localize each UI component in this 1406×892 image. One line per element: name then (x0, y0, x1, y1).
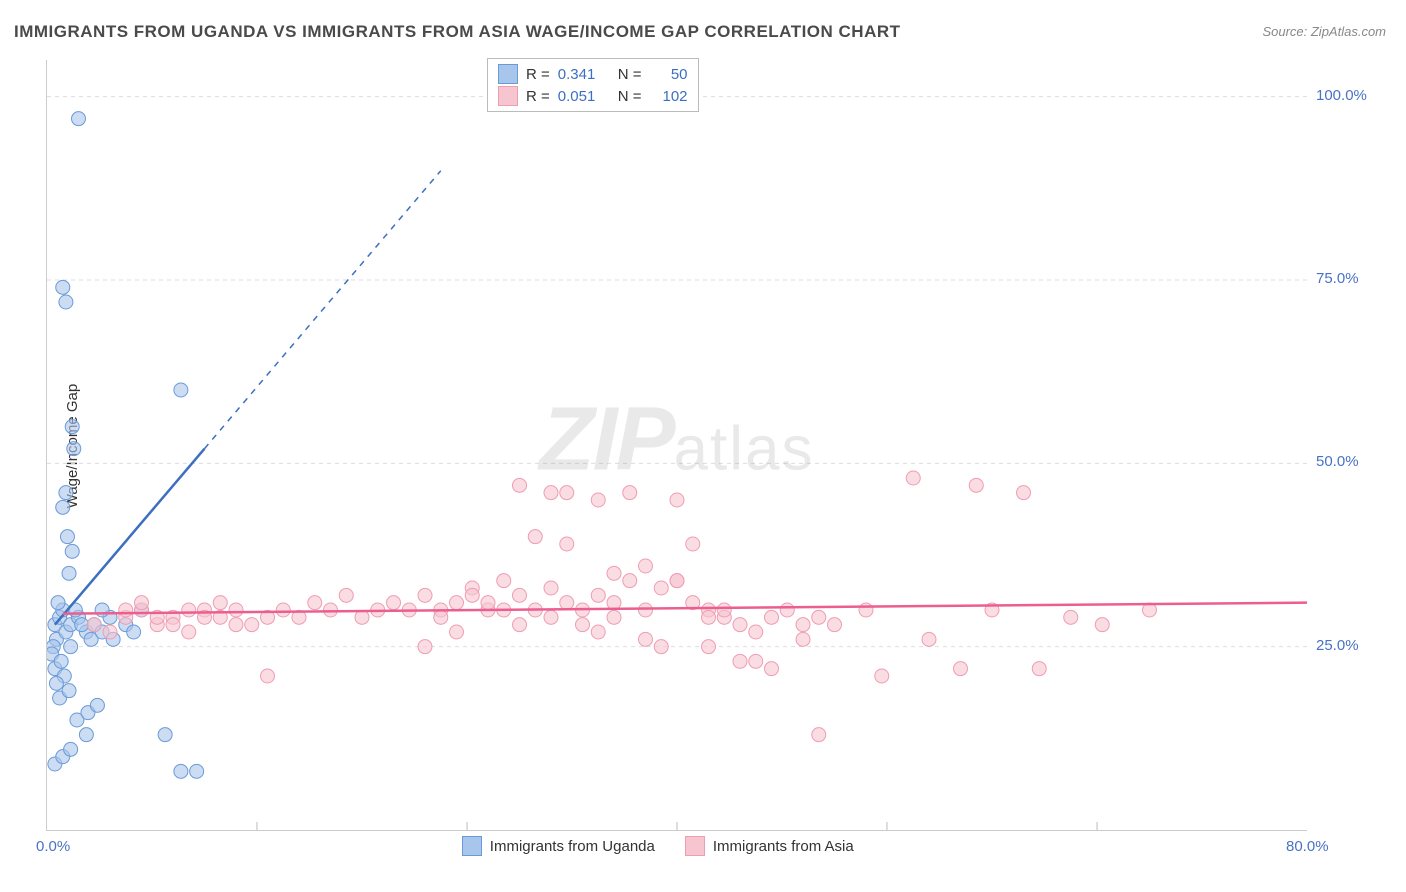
stats-legend-row: R = 0.051 N = 102 (498, 85, 688, 107)
r-value: 0.051 (558, 88, 610, 105)
chart-source: Source: ZipAtlas.com (1262, 24, 1386, 39)
x-tick-label: 0.0% (36, 838, 70, 855)
chart-svg (47, 60, 1307, 830)
stats-legend: R = 0.341 N = 50 R = 0.051 N = 102 (487, 58, 699, 112)
legend-swatch (498, 86, 518, 106)
series-legend-label: Immigrants from Asia (713, 838, 854, 855)
x-tick-label: 80.0% (1286, 838, 1329, 855)
r-label: R = (526, 88, 550, 105)
legend-swatch (498, 64, 518, 84)
n-label: N = (618, 66, 642, 83)
n-value: 50 (650, 66, 688, 83)
series-legend-item: Immigrants from Asia (685, 836, 854, 856)
stats-legend-row: R = 0.341 N = 50 (498, 63, 688, 85)
series-legend-label: Immigrants from Uganda (490, 838, 655, 855)
y-tick-label: 50.0% (1316, 453, 1359, 470)
plot-area: ZIPatlas (46, 60, 1307, 831)
chart-title: IMMIGRANTS FROM UGANDA VS IMMIGRANTS FRO… (14, 22, 901, 42)
legend-swatch (462, 836, 482, 856)
chart-container: IMMIGRANTS FROM UGANDA VS IMMIGRANTS FRO… (0, 0, 1406, 892)
y-tick-label: 75.0% (1316, 270, 1359, 287)
r-value: 0.341 (558, 66, 610, 83)
y-tick-label: 25.0% (1316, 637, 1359, 654)
series-legend: Immigrants from Uganda Immigrants from As… (462, 836, 854, 856)
series-legend-item: Immigrants from Uganda (462, 836, 655, 856)
legend-swatch (685, 836, 705, 856)
n-label: N = (618, 88, 642, 105)
r-label: R = (526, 66, 550, 83)
y-tick-label: 100.0% (1316, 87, 1367, 104)
n-value: 102 (650, 88, 688, 105)
